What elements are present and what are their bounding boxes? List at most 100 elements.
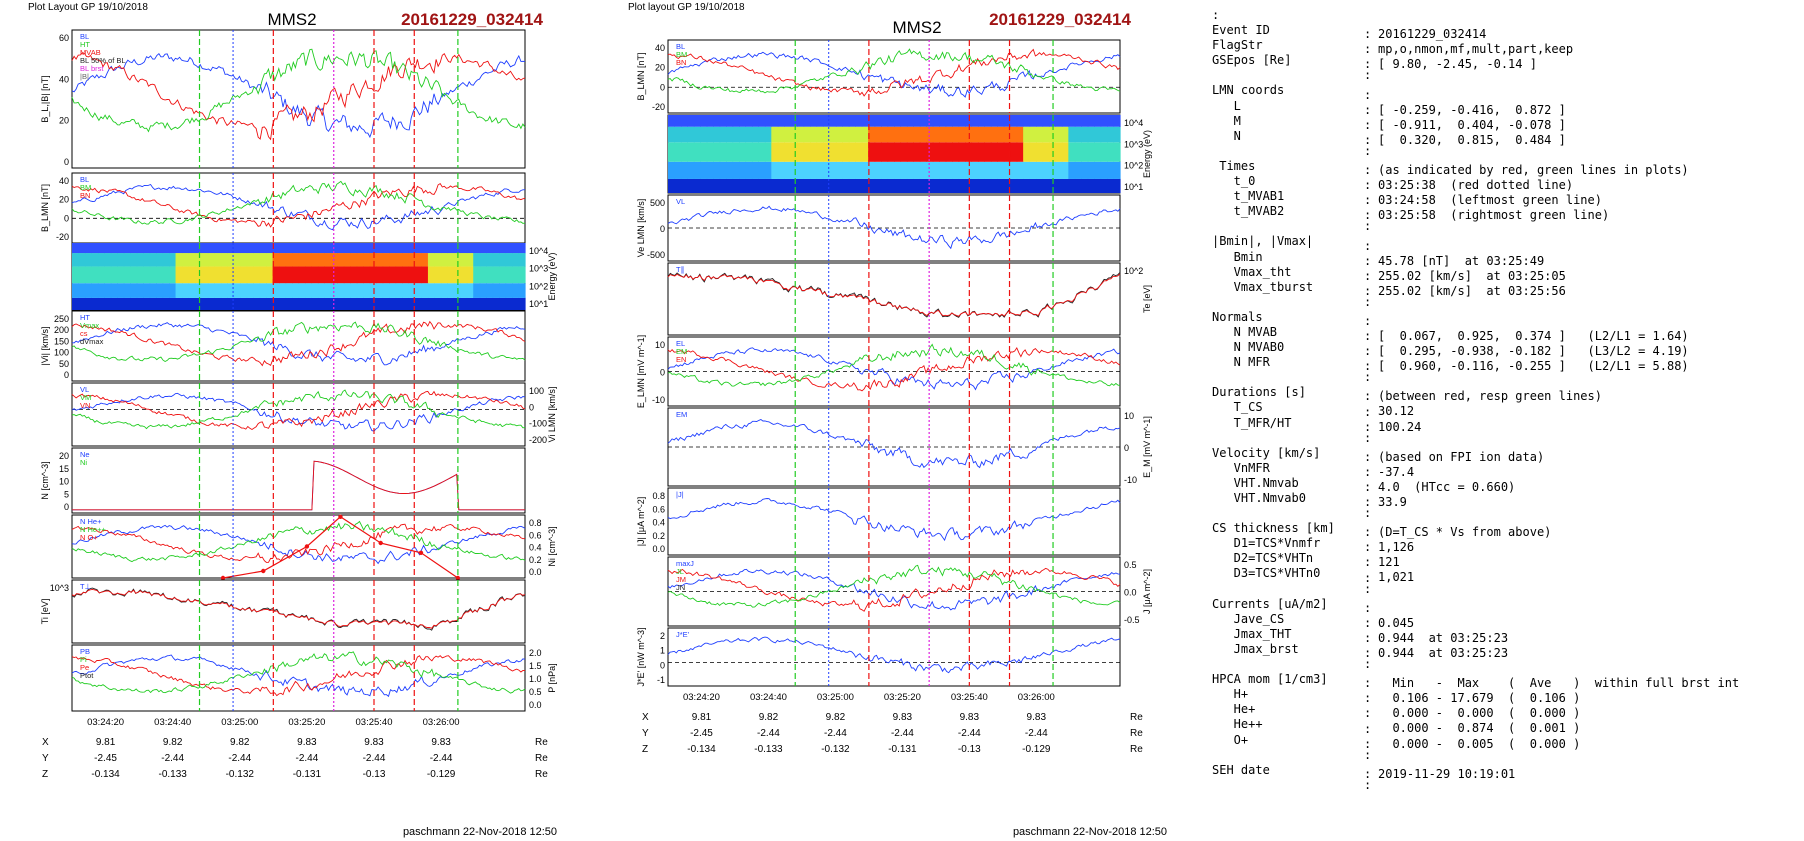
spectrogram-cell	[842, 126, 850, 143]
spectrogram-cell	[829, 178, 837, 193]
spectrogram-cell	[330, 253, 338, 267]
info-key: VnMFR	[1212, 460, 1270, 475]
spectrogram-cell	[680, 115, 688, 127]
spectrogram-cell	[835, 178, 843, 193]
info-separator: :	[1364, 506, 1372, 521]
spectrogram-cell	[997, 161, 1005, 179]
spectrogram-cell	[881, 115, 889, 127]
spectrogram-cell	[835, 142, 843, 162]
y-tick-label: 150	[54, 336, 69, 346]
spectrogram-cell	[207, 253, 215, 267]
spectrogram-cell	[499, 266, 507, 284]
spectrogram-cell	[246, 297, 254, 310]
legend-entry: VL	[676, 197, 685, 206]
spectrogram-cell	[790, 115, 798, 127]
spectrogram-cell	[1003, 178, 1011, 193]
position-value: -2.44	[430, 753, 453, 764]
spectrogram-cell	[492, 243, 500, 254]
y-tick-label: 0	[64, 157, 69, 167]
spectrogram-cell	[259, 266, 267, 284]
x-tick-label: 03:25:40	[356, 717, 393, 728]
info-value: 1,021	[1378, 570, 1415, 585]
spectrogram-cell	[149, 253, 157, 267]
spectrogram-cell	[1068, 178, 1076, 193]
spectrogram-cell	[169, 297, 177, 310]
series-trace	[71, 180, 526, 225]
y-tick-label: 10^2	[1124, 161, 1143, 171]
info-separator: :	[1364, 163, 1372, 178]
spectrogram-cell	[971, 142, 979, 162]
info-key: N MVAB	[1212, 324, 1278, 339]
spectrogram-cell	[1055, 142, 1063, 162]
spectrogram-cell	[958, 178, 966, 193]
spectrogram-cell	[810, 161, 818, 179]
spectrogram-cell	[84, 297, 93, 310]
y-tick-label: 1	[660, 646, 665, 656]
spectrogram-cell	[797, 126, 805, 143]
x-tick-label: 03:26:00	[1018, 692, 1055, 703]
spectrogram-cell	[868, 161, 876, 179]
spectrogram-cell	[350, 283, 358, 298]
spectrogram-cell	[751, 142, 759, 162]
spectrogram-cell	[285, 297, 293, 310]
spectrogram-cell	[188, 243, 196, 254]
info-line: VHT.Nmvab:4.0 (HTcc = 0.660)	[1212, 476, 1802, 494]
spectrogram-cell	[900, 142, 908, 162]
spectrogram-cell	[771, 161, 779, 179]
spectrogram-cell	[117, 283, 125, 298]
spectrogram-cell	[72, 243, 80, 254]
spectrogram-cell	[182, 297, 190, 310]
spectrogram-cell	[91, 243, 99, 254]
spectrogram-cell	[169, 253, 177, 267]
spectrogram-cell	[965, 161, 973, 179]
y-tick-label: 0.4	[529, 543, 542, 553]
y-axis-label: P [nPa]	[547, 663, 557, 692]
spectrogram-cell	[952, 161, 960, 179]
spectrogram-cell	[97, 243, 105, 254]
position-label: X	[642, 712, 649, 723]
spectrogram-cell	[175, 283, 183, 298]
info-separator: :	[1364, 268, 1372, 283]
spectrogram-cell	[822, 178, 831, 193]
legend-entry: BL	[80, 175, 89, 184]
spectrogram-cell	[693, 126, 701, 143]
spectrogram-cell	[848, 126, 856, 143]
panel-temperature: 10^3Ti [eV] T⊥	[40, 579, 526, 644]
legend-entry: maxJ	[676, 559, 694, 568]
spectrogram-cell	[861, 178, 869, 193]
spectrogram-cell	[700, 126, 708, 143]
y-tick-label: 1.0	[529, 674, 542, 684]
spectrogram-cell	[913, 142, 921, 162]
series-trace	[667, 48, 1121, 97]
spectrogram-cell	[1023, 142, 1031, 162]
spectrogram-cell	[719, 178, 727, 193]
spectrogram-cell	[1113, 142, 1121, 162]
spectrogram-cell	[473, 297, 481, 310]
spectrogram-cell	[78, 266, 86, 284]
info-line: He++: 0.000 - 0.874 ( 0.001 )	[1212, 717, 1802, 735]
legend-entry: JN	[676, 583, 685, 592]
spectrogram-cell	[227, 253, 235, 267]
spectrogram-cell	[913, 126, 921, 143]
spectrogram-cell	[977, 142, 985, 162]
info-separator: :	[1364, 721, 1372, 736]
spectrogram-cell	[848, 115, 856, 127]
panel-frame	[667, 407, 1121, 487]
y-tick-label: 10^3	[529, 264, 548, 274]
spectrogram-cell	[91, 283, 99, 298]
spectrogram-cell	[486, 253, 494, 267]
spectrogram-cell	[939, 115, 947, 127]
info-separator: :	[1364, 464, 1372, 479]
info-value: 0.000 - 0.874 ( 0.001 )	[1378, 721, 1581, 736]
info-separator: :	[1364, 57, 1372, 72]
spectrogram-cell	[1061, 115, 1069, 127]
legend-entry: EL	[676, 339, 685, 348]
series-point	[261, 568, 266, 574]
spectrogram-cell	[149, 283, 157, 298]
spectrogram-cell	[1042, 115, 1050, 127]
spectrogram-cell	[169, 266, 177, 284]
spectrogram-cell	[990, 161, 998, 179]
spectrogram-cell	[460, 253, 468, 267]
